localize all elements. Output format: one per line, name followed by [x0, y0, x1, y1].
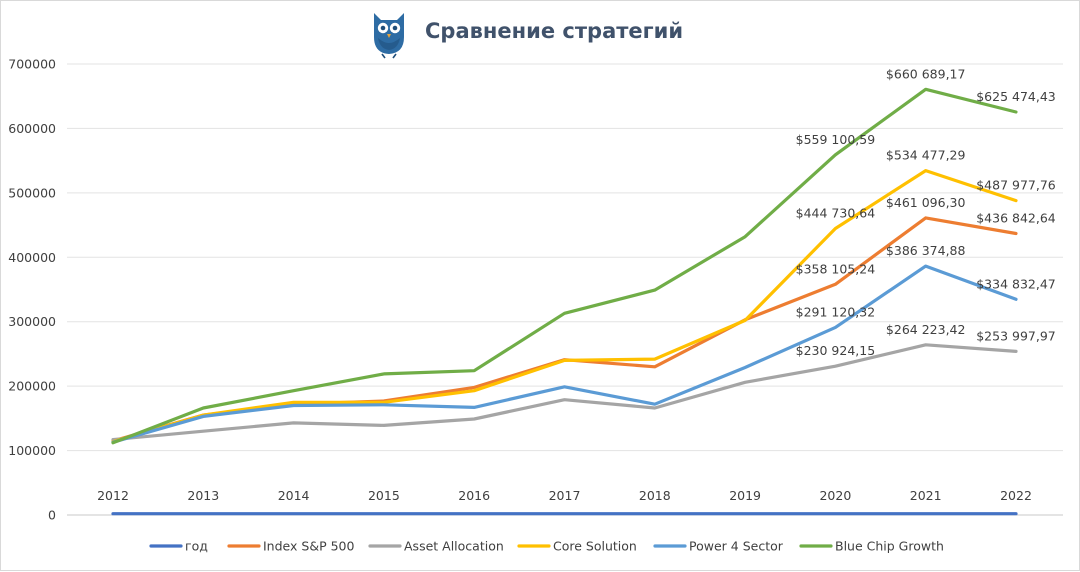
- grid-lines: [67, 63, 1063, 516]
- legend-item: Index S&P 500: [227, 539, 354, 554]
- legend-item: Blue Chip Growth: [799, 539, 944, 554]
- legend-label: Blue Chip Growth: [835, 539, 944, 554]
- x-tick-label: 2020: [819, 488, 851, 503]
- series-lines: [111, 87, 1018, 516]
- legend-label: Core Solution: [553, 539, 637, 554]
- data-label: $386 374,88: [886, 243, 966, 258]
- y-tick-label: 200000: [8, 379, 56, 394]
- data-labels: $358 105,24 $461 096,30 $436 842,64 $230 92…: [796, 66, 1056, 358]
- data-label: $436 842,64: [976, 211, 1056, 226]
- y-tick-label: 600000: [8, 121, 56, 136]
- x-tick-label: 2019: [729, 488, 761, 503]
- y-tick-label: 400000: [8, 250, 56, 265]
- y-tick-label: 500000: [8, 185, 56, 200]
- legend: год Index S&P 500 Asset Allocation Core Sol…: [149, 539, 944, 554]
- x-tick-label: 2021: [910, 488, 942, 503]
- series-line-2: [111, 343, 1018, 442]
- legend-label: Index S&P 500: [263, 539, 354, 554]
- y-tick-label: 300000: [8, 314, 56, 329]
- x-tick-label: 2016: [458, 488, 490, 503]
- x-axis: 2012 2013 2014 2015 2016 2017 2018 2019 2020 2021…: [97, 488, 1032, 503]
- owl-icon: [374, 13, 404, 59]
- chart-title: Сравнение стратегий: [425, 19, 683, 43]
- data-label: $358 105,24: [796, 261, 876, 276]
- legend-label: год: [185, 539, 208, 554]
- y-axis: 0 100000 200000 300000 400000 500000 600000 700…: [8, 57, 56, 523]
- series-line-5: [111, 87, 1018, 445]
- data-label: $253 997,97: [976, 328, 1056, 343]
- data-label: $444 730,64: [796, 205, 876, 220]
- data-label: $534 477,29: [886, 148, 966, 163]
- data-label: $230 924,15: [796, 343, 876, 358]
- data-label: $291 120,32: [796, 304, 876, 319]
- data-label: $334 832,47: [976, 276, 1056, 291]
- x-tick-label: 2022: [1000, 488, 1032, 503]
- y-tick-label: 0: [48, 508, 56, 523]
- data-label: $264 223,42: [886, 322, 966, 337]
- owl-pupil-right: [392, 25, 398, 31]
- owl-pupil-left: [380, 25, 386, 31]
- y-tick-label: 700000: [8, 57, 56, 72]
- data-label: $487 977,76: [976, 178, 1056, 193]
- owl-feet: [381, 53, 397, 59]
- x-tick-label: 2018: [639, 488, 671, 503]
- x-tick-label: 2017: [549, 488, 581, 503]
- series-line-4: [111, 264, 1018, 444]
- data-label: $625 474,43: [976, 89, 1056, 104]
- legend-item: Core Solution: [517, 539, 637, 554]
- x-tick-label: 2013: [187, 488, 219, 503]
- legend-item: год: [149, 539, 208, 554]
- data-label: $461 096,30: [886, 195, 966, 210]
- legend-label: Asset Allocation: [404, 539, 504, 554]
- data-label: $559 100,59: [796, 132, 876, 147]
- x-tick-label: 2014: [278, 488, 310, 503]
- owl-belly: [378, 38, 400, 50]
- legend-label: Power 4 Sector: [689, 539, 784, 554]
- legend-item: Asset Allocation: [368, 539, 504, 554]
- x-tick-label: 2012: [97, 488, 129, 503]
- x-tick-label: 2015: [368, 488, 400, 503]
- series-line-3: [111, 169, 1018, 444]
- data-label: $660 689,17: [886, 66, 966, 81]
- owl-beak: [387, 34, 391, 38]
- legend-item: Power 4 Sector: [653, 539, 784, 554]
- y-tick-label: 100000: [8, 443, 56, 458]
